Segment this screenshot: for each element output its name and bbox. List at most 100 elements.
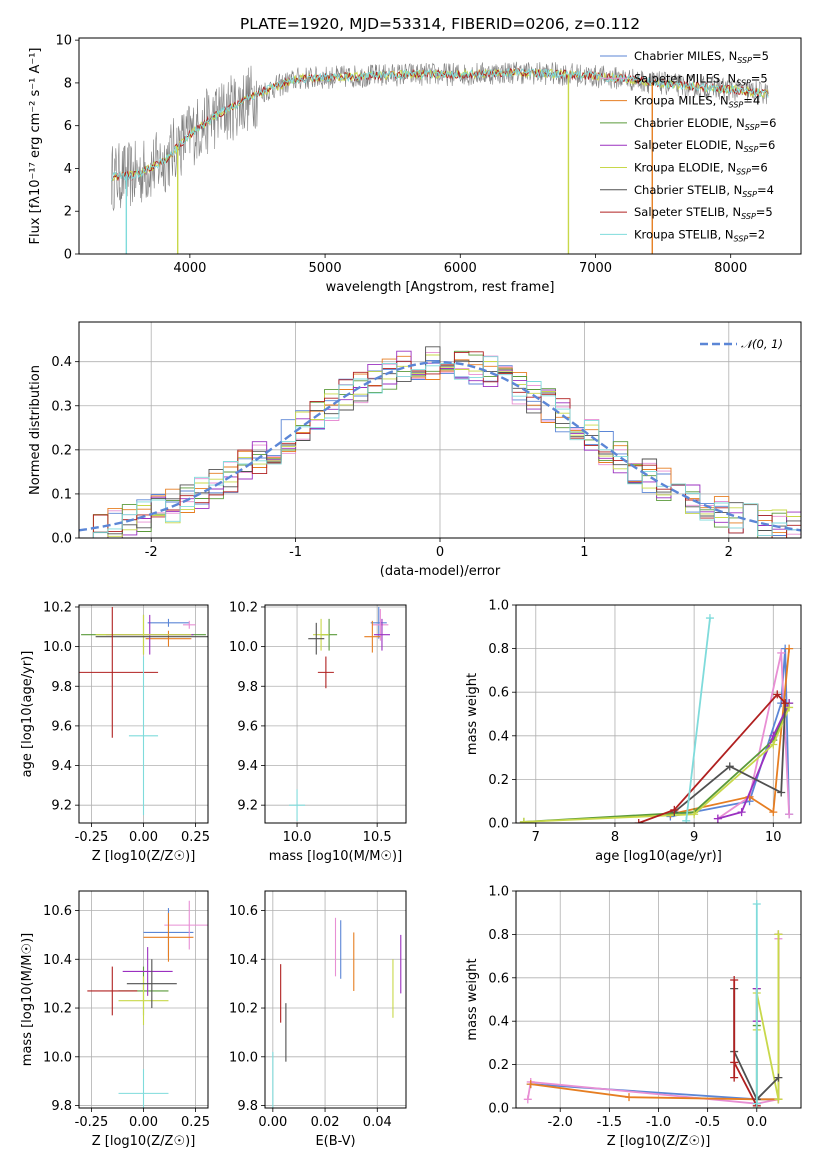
y-tick-label: 6: [64, 119, 72, 134]
x-axis-label: age [log10(age/yr)]: [595, 849, 722, 864]
legend-text: Chabrier ELODIE, N: [634, 116, 745, 130]
y-tick-label: 9.6: [237, 719, 258, 734]
panel-mass_vs_EBV: 0.00 0.02 0.04 9.8 10.0 10.2 10.4 10.6 E(B-V): [229, 890, 407, 1149]
y-axis-label: mass weight: [465, 673, 480, 755]
legend-value: =4: [757, 183, 774, 197]
y-tick-label: 10.6: [229, 904, 258, 919]
mass-weight-marker: [781, 699, 790, 708]
x-tick-label: 8000: [714, 261, 747, 276]
y-axis-label: mass weight: [465, 958, 480, 1040]
x-tick-label: 0.25: [181, 1115, 210, 1130]
x-tick-label: 7000: [579, 261, 612, 276]
panel-spectrum: 4000 5000 6000 7000 8000 0 2 4 6 8 10 wavelength [A…: [28, 34, 802, 295]
x-tick-label: -1.0: [646, 1115, 671, 1130]
legend-label: Chabrier MILES, NSSP=5: [634, 49, 769, 65]
axes-frame: [78, 37, 802, 255]
y-tick-label: 9.8: [51, 680, 72, 695]
x-tick-label: 0.0: [746, 1115, 767, 1130]
y-tick-label: 1.0: [488, 599, 509, 614]
mass-weight-marker: [634, 819, 643, 823]
mass-weight-marker: [730, 1073, 739, 1082]
y-tick-label: 9.2: [237, 799, 258, 814]
y-tick-label: 0.4: [51, 355, 72, 370]
y-tick-label: 9.8: [237, 1099, 258, 1114]
x-tick-label: 2: [725, 545, 733, 560]
x-tick-label: 0.00: [129, 830, 158, 845]
x-tick-label: 10.5: [363, 830, 392, 845]
x-axis-label: Z [log10(Z/Z☉)]: [92, 1134, 196, 1149]
y-tick-label: 1.0: [488, 885, 509, 900]
plot-area: [523, 900, 783, 1108]
legend-value: =5: [751, 71, 768, 85]
y-tick-label: 2: [64, 205, 72, 220]
legend-value: =5: [752, 49, 769, 63]
mass-weight-marker: [730, 1058, 739, 1067]
mass-weight-marker: [690, 810, 699, 819]
mass-weight-marker: [769, 731, 778, 740]
x-tick-label: 9: [690, 830, 698, 845]
y-tick-label: 10.2: [43, 1002, 72, 1017]
x-tick-label: 7: [532, 830, 540, 845]
mass-weight-marker: [670, 805, 679, 814]
mass-weight-marker: [752, 1099, 761, 1108]
y-axis-label: Flux [fλ10⁻¹⁷ erg cm⁻² s⁻¹ A⁻¹]: [28, 48, 43, 245]
x-axis-label: Z [log10(Z/Z☉)]: [607, 1134, 711, 1149]
mass-weight-marker: [752, 900, 761, 909]
y-tick-label: 0.4: [488, 729, 509, 744]
mass-weight-line: [755, 934, 780, 1100]
panel-mass_vs_Z: -0.25 0.00 0.25 9.8 10.0 10.2 10.4 10.6 Z [log10…: [20, 890, 210, 1149]
mass-weight-line: [733, 980, 758, 1107]
x-tick-label: -0.25: [75, 830, 109, 845]
legend-label: Kroupa ELODIE, NSSP=6: [634, 161, 768, 177]
mass-weight-marker: [730, 975, 739, 984]
x-tick-label: 1: [580, 545, 588, 560]
mass-weight-marker: [769, 808, 778, 817]
legend-subscript: SSP: [737, 56, 752, 65]
x-tick-label: 4000: [173, 261, 206, 276]
mass-weight-line: [523, 702, 790, 823]
y-tick-label: 9.8: [51, 1099, 72, 1114]
x-tick-label: 0.00: [258, 1115, 287, 1130]
legend-value: =2: [748, 227, 765, 241]
y-axis-label: Normed distribution: [28, 365, 43, 495]
legend-subscript: SSP: [736, 78, 751, 87]
legend-text: Chabrier STELIB, N: [634, 183, 742, 197]
mass-weight-marker: [785, 703, 794, 712]
y-axis-label: age [log10(age/yr)]: [20, 651, 35, 778]
model-spectrum-line: [110, 67, 769, 182]
y-tick-label: 0.0: [488, 817, 509, 832]
mass-weight-marker: [713, 814, 722, 823]
data-spectrum: [111, 61, 769, 212]
plot-area: [289, 606, 390, 822]
plot-area: [110, 61, 769, 254]
mass-weight-line: [673, 703, 787, 813]
histogram-step: [79, 356, 801, 538]
legend-label: 𝒩(0, 1): [741, 337, 783, 351]
mass-weight-line: [717, 702, 790, 820]
x-tick-label: 0.04: [363, 1115, 392, 1130]
y-tick-label: 10.6: [43, 904, 72, 919]
mass-weight-line: [717, 652, 790, 820]
y-tick-label: 10.0: [43, 640, 72, 655]
plot-area: [79, 606, 208, 816]
legend-subscript: SSP: [729, 101, 744, 110]
y-tick-label: 0.2: [488, 773, 509, 788]
y-tick-label: 0.0: [51, 532, 72, 547]
mass-weight-marker: [705, 614, 714, 623]
plot-area: [79, 346, 801, 538]
y-tick-label: 10.2: [229, 600, 258, 615]
y-tick-label: 8: [64, 76, 72, 91]
mass-weight-marker: [785, 810, 794, 819]
y-tick-label: 10.2: [43, 600, 72, 615]
legend-text: Kroupa ELODIE, N: [634, 161, 736, 175]
mass-weight-marker: [737, 808, 746, 817]
x-tick-label: -2.0: [548, 1115, 573, 1130]
y-tick-label: 0.4: [488, 1015, 509, 1030]
axes-frame: [264, 604, 407, 824]
legend-label: Chabrier ELODIE, NSSP=6: [634, 116, 776, 132]
model-spectrum-line: [110, 67, 769, 182]
legend-subscript: SSP: [736, 168, 751, 177]
mass-weight-marker: [523, 1095, 532, 1104]
y-tick-label: 0: [64, 248, 72, 263]
